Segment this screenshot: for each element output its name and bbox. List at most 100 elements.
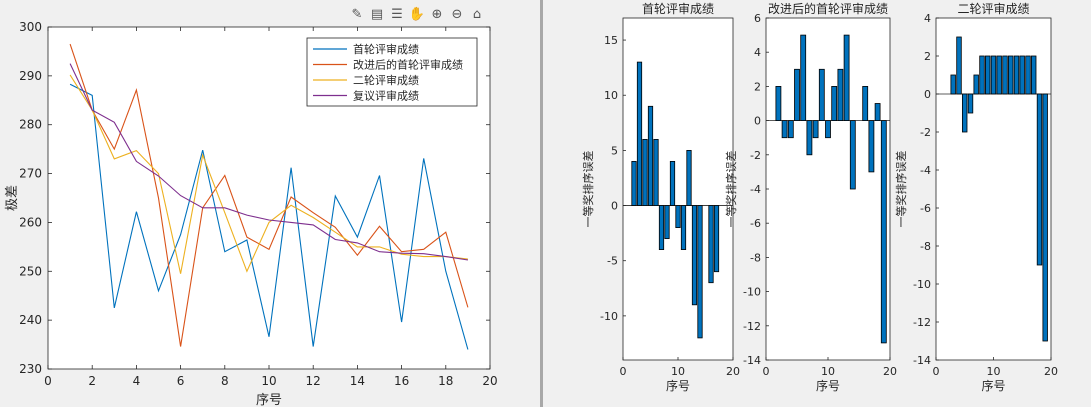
insert-colorbar-icon[interactable]: ▤ [370,6,384,22]
bar [1042,93,1048,342]
bar-y-tick-label: -12 [913,316,931,329]
x-tick-label: 2 [88,374,96,388]
left-figure-window: ✎ ▤ ☰ ✋ ⊕ ⊖ ⌂ 0 2 4 6 8 10 12 14 16 18 20 230 240 250… [0,0,540,407]
bar [880,120,887,344]
bar [680,205,687,250]
y-tick-label: 250 [19,264,42,278]
bar [806,120,813,156]
bar [1013,55,1020,95]
bar-chart-title-1: 首轮评审成绩 [642,1,714,16]
bar [653,138,659,206]
y-tick-label: 280 [19,118,42,132]
legend-entry-1: 首轮评审成绩 [353,42,419,56]
line-chart: 0 2 4 6 8 10 12 14 16 18 20 230 240 250 260 270 280 290 30… [5,20,498,407]
bar [973,74,979,95]
x-tick-label: 16 [394,374,409,388]
series-line-1 [69,83,469,350]
y-axis-label: 极差 [5,185,20,211]
bar-chart-title-3: 二轮评审成绩 [957,1,1029,16]
insert-legend-icon[interactable]: ☰ [391,6,403,22]
bar [843,34,850,121]
zoom-in-icon[interactable]: ⊕ [431,6,443,22]
bar-y-tick-label: -10 [743,286,761,299]
y-tick-label: 300 [19,20,42,34]
bar-y-tick-label: -12 [743,320,761,333]
bar-x-tick-label: 0 [763,365,770,378]
bar-y-tick-label: -14 [743,354,761,367]
x-tick-label: 20 [482,374,497,388]
legend-entry-4: 复议评审成绩 [353,89,419,103]
bar [961,93,968,133]
bar [708,205,714,284]
bar-y-tick-label: -10 [600,310,618,323]
bar [849,120,856,190]
x-tick-label: 10 [261,374,276,388]
bar [950,74,956,95]
bar-x-tick-label: 10 [987,365,1001,378]
bar-y-tick-label: 4 [754,46,761,59]
bar [956,36,962,95]
bar [831,86,838,122]
bar-y-tick-label: -5 [607,255,618,268]
bar [818,68,825,122]
bar-x-tick-label: 0 [620,365,627,378]
bar-y-tick-label: 6 [754,12,761,25]
bar [1019,55,1025,95]
bar-y-tick-label: -6 [920,202,931,215]
window-divider [540,0,543,407]
bar [713,205,720,273]
series-line-3 [69,74,468,274]
axes-toolbar: ✎ ▤ ☰ ✋ ⊕ ⊖ ⌂ [348,4,486,24]
bar [996,55,1002,95]
bar-y-axis-label-3: 一等奖排序误差 [894,151,908,228]
bar [1036,93,1043,266]
y-tick-label: 230 [19,362,42,376]
bar [874,103,881,122]
x-tick-label: 0 [44,374,52,388]
x-tick-label: 14 [350,374,365,388]
bar [825,120,831,139]
bar [1002,55,1008,95]
bar-y-tick-label: -10 [913,278,931,291]
bar [664,205,670,239]
bar-y-tick-label: 0 [924,88,931,101]
bar-x-tick-label: 10 [821,365,835,378]
bar [658,205,665,250]
bar [837,68,844,122]
bar-x-tick-label: 20 [726,365,740,378]
pan-icon[interactable]: ✋ [408,6,426,22]
bar [636,61,643,206]
home-icon[interactable]: ⌂ [472,6,482,22]
bar [642,138,648,206]
x-tick-label: 4 [133,374,141,388]
bar [686,149,692,206]
y-tick-label: 290 [19,69,42,83]
bar [862,86,869,122]
bar [631,160,637,206]
bar-x-axis-label-2: 序号 [816,378,840,393]
bar-chart-title-2: 改进后的首轮评审成绩 [768,1,888,16]
bar-y-axis-label-1: 一等奖排序误差 [581,151,595,228]
bar [868,120,875,173]
zoom-out-icon[interactable]: ⊖ [451,6,463,22]
bar [967,93,974,114]
legend-entry-3: 二轮评审成绩 [353,73,419,87]
bar [979,55,985,95]
bar [1025,55,1031,95]
bar-x-axis-label-3: 序号 [981,378,1005,393]
y-tick-label: 270 [19,167,42,181]
bar-y-tick-label: -8 [750,251,761,264]
bar [812,120,819,139]
bar [787,120,794,139]
bar-y-tick-label: -2 [750,149,761,162]
brush-icon[interactable]: ✎ [351,6,363,22]
y-tick-label: 240 [19,313,42,327]
bar [691,205,698,306]
bar-y-tick-label: 2 [924,50,931,63]
series-line-4 [69,63,468,261]
bar-y-tick-label: -14 [913,354,931,367]
bar [697,205,703,339]
bar [794,68,800,122]
right-figure-window: 首轮评审成绩 0 10 20 -10 -5 0 5 10 15 序号 一等奖排序误差 改进后的首轮评审成… [543,0,1091,407]
bar-x-tick-label: 20 [1044,365,1058,378]
